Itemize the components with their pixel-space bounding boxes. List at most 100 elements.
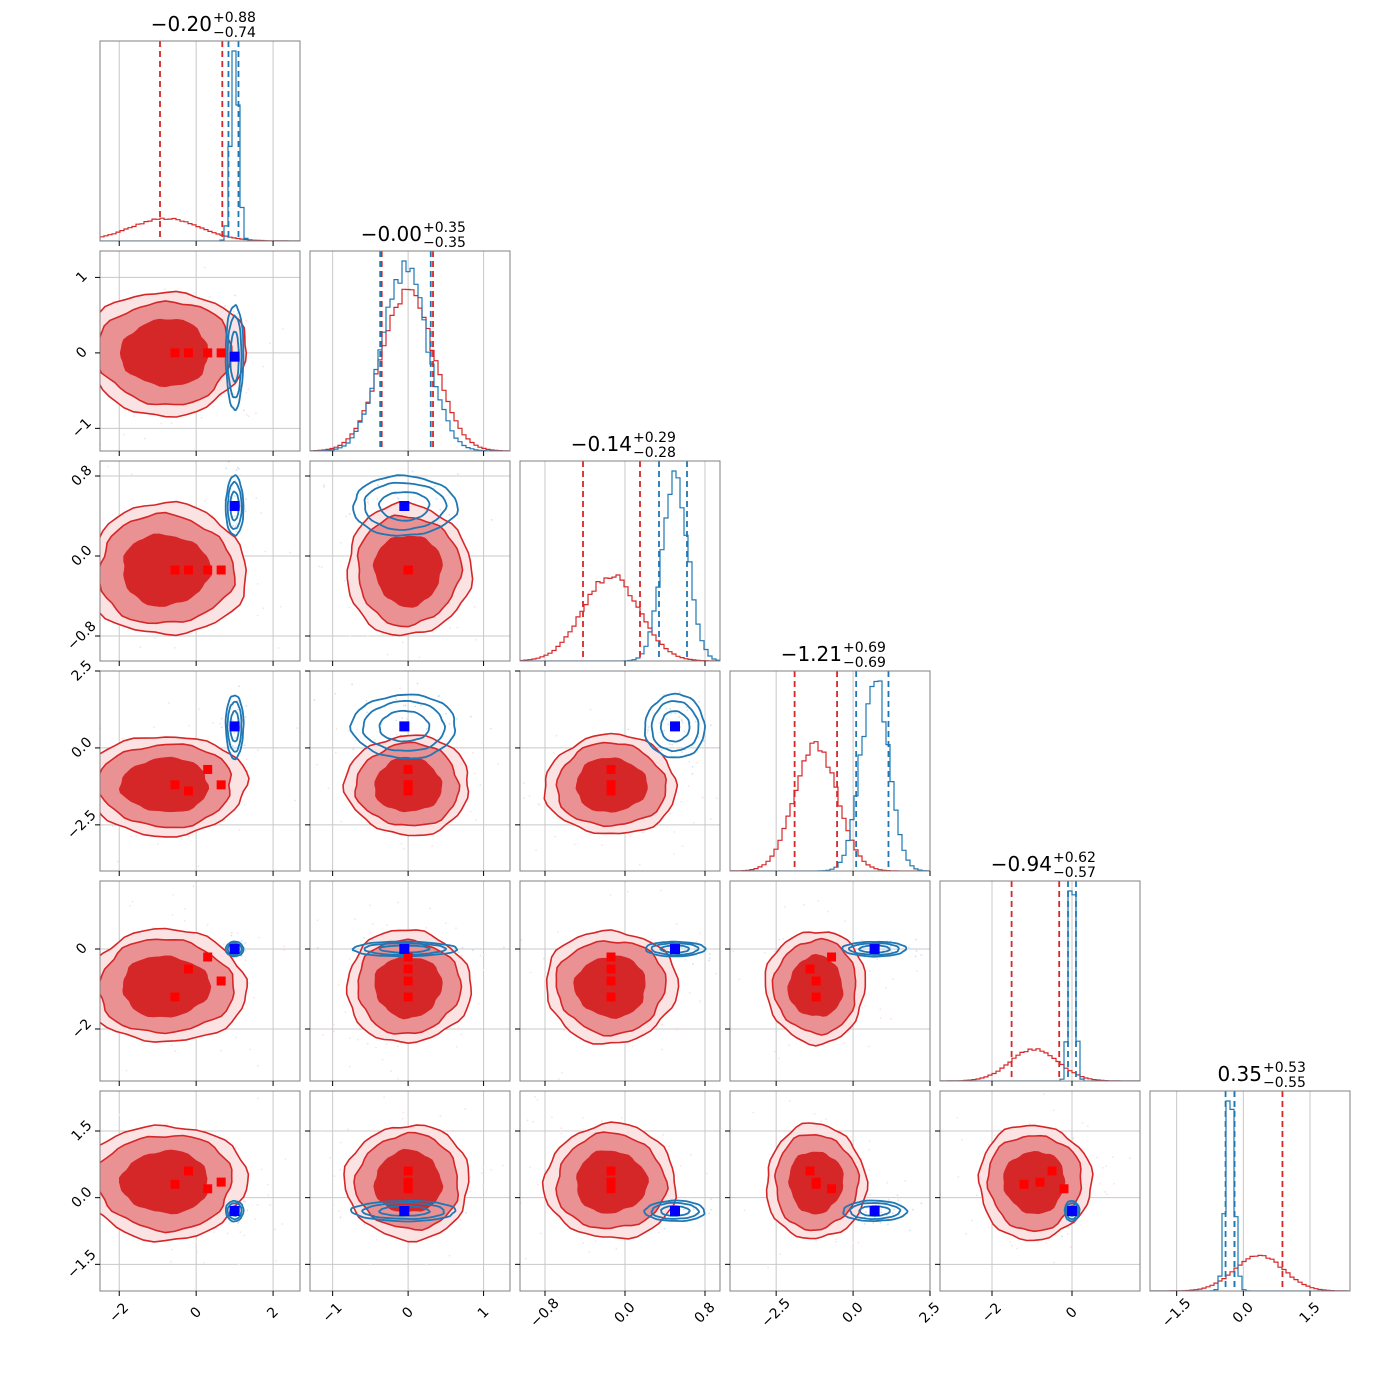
scatter-point-red [445, 494, 448, 497]
scatter-point-blue [224, 305, 226, 307]
truth-marker-red [606, 1177, 616, 1187]
scatter-point-blue [352, 748, 355, 751]
panel-5-4: −2 0 [935, 1090, 1141, 1326]
x-tick-label: 0.0 [1230, 1299, 1257, 1326]
panel-frame [729, 1090, 931, 1292]
scatter-point-red [601, 1120, 603, 1123]
truth-marker-blue [399, 721, 410, 732]
scatter-point-red [987, 1226, 990, 1229]
scatter-point-blue [882, 948, 885, 951]
scatter-point-red [662, 1133, 665, 1136]
scatter-point-red [68, 363, 70, 365]
histogram-red [100, 217, 300, 241]
truth-marker-red [403, 976, 413, 986]
scatter-point-red [36, 787, 38, 789]
scatter-point-red [170, 1044, 173, 1047]
scatter-point-blue [663, 729, 666, 732]
scatter-point-red [857, 1241, 860, 1244]
scatter-point-red [215, 1227, 218, 1230]
x-tick-label: 0 [187, 1304, 205, 1322]
panel-title: −0.20 [151, 12, 212, 36]
histogram-red [1150, 1254, 1350, 1291]
scatter-point-blue [236, 466, 239, 469]
scatter-point-blue [416, 682, 419, 685]
scatter-point-blue [231, 719, 234, 722]
scatter-point-blue [680, 719, 683, 722]
scatter-point-red [457, 1026, 460, 1029]
scatter-point-red [243, 804, 246, 806]
scatter-point-red [129, 904, 132, 907]
scatter-point-red [267, 1194, 270, 1197]
scatter-point-red [79, 912, 81, 914]
scatter-point-red [318, 565, 321, 568]
panel-title-minus: −0.35 [423, 235, 466, 251]
scatter-point-red [139, 646, 142, 649]
scatter-point-red [343, 579, 346, 582]
scatter-point-blue [339, 1216, 342, 1219]
scatter-point-red [1072, 1137, 1075, 1140]
panel-frame [519, 880, 721, 1082]
scatter-point-blue [239, 474, 242, 477]
truth-marker-red [1019, 1179, 1029, 1189]
scatter-point-blue [887, 1199, 890, 1201]
scatter-point-red [323, 486, 326, 489]
scatter-point-red [222, 943, 225, 946]
scatter-point-red [646, 732, 648, 735]
y-tick-label: 0.0 [68, 1184, 95, 1211]
scatter-point-red [674, 1171, 677, 1173]
scatter-point-red [788, 1044, 790, 1047]
scatter-point-red [320, 566, 323, 569]
scatter-point-red [219, 722, 222, 725]
scatter-point-red [256, 1064, 259, 1067]
scatter-point-red [52, 537, 54, 539]
scatter-point-red [594, 1240, 597, 1243]
x-tick-label: 0.0 [840, 1299, 867, 1326]
panel-4-0: −2 0 [57, 880, 301, 1086]
scatter-point-blue [920, 1202, 923, 1205]
scatter-point-red [397, 1078, 400, 1080]
scatter-point-red [455, 927, 457, 930]
scatter-point-blue [465, 1211, 467, 1214]
scatter-point-blue [891, 1212, 894, 1215]
scatter-point-red [994, 1134, 997, 1137]
scatter-point-red [143, 437, 146, 440]
truth-marker-red [1047, 1166, 1057, 1176]
scatter-point-blue [920, 954, 923, 957]
scatter-point-red [245, 391, 248, 394]
scatter-point-red [83, 1109, 85, 1111]
panel-5-1: −1 0 1 [305, 1088, 511, 1326]
scatter-point-red [1128, 1157, 1131, 1160]
scatter-point-blue [232, 310, 235, 313]
scatter-point-red [248, 982, 250, 985]
scatter-point-red [650, 938, 653, 941]
y-tick-label: 2.5 [68, 657, 95, 684]
truth-marker-red [170, 565, 180, 575]
scatter-point-red [266, 1183, 269, 1186]
scatter-point-red [706, 1172, 708, 1175]
scatter-point-blue [334, 692, 337, 695]
scatter-point-blue [694, 720, 697, 723]
truth-marker-red [203, 348, 213, 358]
scatter-point-red [554, 835, 557, 838]
scatter-point-red [402, 1111, 404, 1114]
truth-marker-red [203, 1184, 213, 1194]
scatter-point-red [540, 1232, 542, 1235]
scatter-point-blue [406, 718, 409, 720]
panel-frame [309, 670, 511, 872]
truth-marker-blue [670, 721, 680, 732]
truth-marker-blue [670, 1206, 680, 1216]
scatter-point-blue [229, 515, 231, 518]
scatter-point-red [57, 1002, 59, 1004]
scatter-point-blue [240, 955, 243, 958]
scatter-point-red [1099, 1182, 1102, 1185]
scatter-point-red [386, 1088, 388, 1090]
scatter-point-red [171, 1248, 174, 1251]
truth-marker-red [216, 348, 226, 358]
scatter-point-red [669, 812, 672, 815]
scatter-point-blue [404, 704, 407, 707]
scatter-point-red [471, 751, 474, 754]
scatter-point-red [482, 1166, 484, 1169]
scatter-point-red [538, 804, 541, 806]
scatter-point-blue [248, 452, 250, 454]
scatter-point-blue [670, 712, 673, 715]
